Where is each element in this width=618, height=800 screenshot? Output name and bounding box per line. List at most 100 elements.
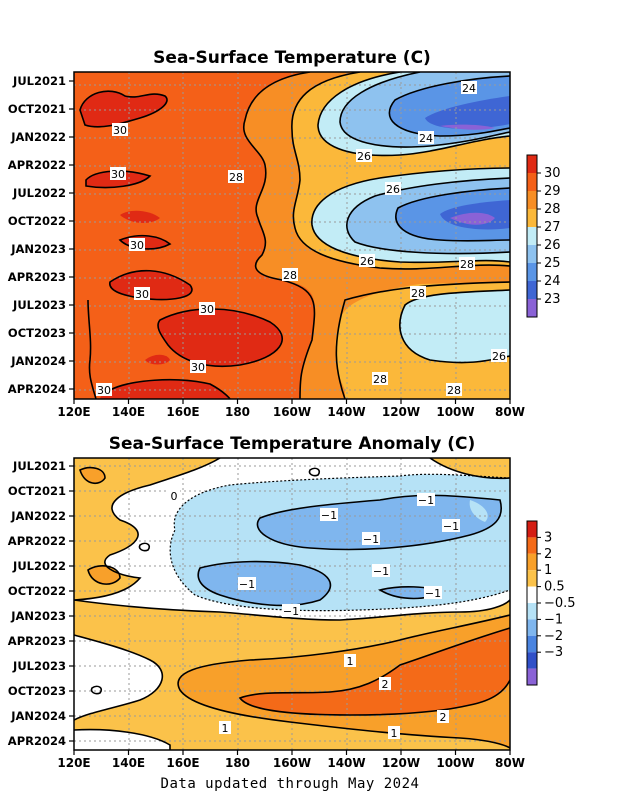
colorbar-swatch bbox=[527, 521, 537, 538]
region-neg1b bbox=[198, 561, 331, 606]
svg-text:−1: −1 bbox=[239, 578, 255, 591]
y-tick-label: JUL2021 bbox=[12, 459, 66, 473]
contour-label: 30 bbox=[110, 167, 126, 181]
y-axis-2: JUL2021 OCT2021 JAN2022 APR2022 JUL2022 OCT20… bbox=[8, 459, 74, 748]
y-axis-1: JUL2021 OCT2021 JAN2022 APR2022 JUL2022 OCT20… bbox=[8, 74, 74, 396]
region-lt23 bbox=[440, 124, 495, 130]
region-neg1 bbox=[257, 495, 502, 550]
y-tick-label: JAN2024 bbox=[10, 354, 66, 368]
svg-text:28: 28 bbox=[283, 269, 297, 282]
colorbar-swatch bbox=[527, 537, 537, 554]
svg-text:26: 26 bbox=[360, 255, 374, 268]
x-tick-label: 160E bbox=[166, 405, 199, 419]
svg-text:30: 30 bbox=[97, 384, 111, 397]
chart-title: Sea-Surface Temperature Anomaly (C) bbox=[109, 434, 476, 454]
svg-text:24: 24 bbox=[462, 82, 476, 95]
region-neg05b bbox=[469, 500, 488, 522]
y-tick-label: JAN2023 bbox=[10, 609, 66, 623]
contour-label: 30 bbox=[96, 383, 112, 397]
svg-text:28: 28 bbox=[447, 384, 461, 397]
colorbar-label: 23 bbox=[544, 292, 561, 307]
y-tick-label: OCT2022 bbox=[8, 584, 66, 598]
y-tick-label: OCT2022 bbox=[8, 214, 66, 228]
x-tick-label: 140E bbox=[112, 405, 145, 419]
colorbar-label: 1 bbox=[544, 563, 552, 578]
x-tick-label: 180 bbox=[225, 756, 250, 770]
colorbar-swatch bbox=[527, 652, 537, 669]
colorbar-label: 26 bbox=[544, 238, 561, 253]
contour-label: −1 bbox=[238, 577, 256, 591]
region-30 bbox=[80, 91, 168, 127]
region-lt23b bbox=[450, 212, 495, 225]
colorbar-frame bbox=[526, 154, 538, 318]
colorbar-label: 0.5 bbox=[544, 580, 565, 595]
colorbar-swatch bbox=[527, 155, 537, 173]
y-tick-label: APR2022 bbox=[8, 534, 66, 548]
contour-label: 28 bbox=[410, 286, 426, 300]
contour-label: 2 bbox=[379, 677, 391, 691]
svg-text:26: 26 bbox=[386, 183, 400, 196]
svg-text:24: 24 bbox=[419, 132, 433, 145]
svg-text:2: 2 bbox=[382, 678, 389, 691]
x-axis-1: 120E 140E 160E 180 160W 140W 120W 100W 80W bbox=[57, 399, 525, 419]
y-tick-label: JUL2021 bbox=[12, 74, 66, 88]
region-30f bbox=[157, 308, 283, 367]
svg-text:28: 28 bbox=[229, 171, 243, 184]
contour-label: 1 bbox=[388, 726, 400, 740]
contour-label: 0 bbox=[168, 489, 180, 503]
contour-label: 2 bbox=[437, 710, 449, 724]
svg-text:30: 30 bbox=[135, 288, 149, 301]
y-tick-label: APR2023 bbox=[8, 270, 66, 284]
contour-label: 30 bbox=[112, 123, 128, 137]
contour-label: −1 bbox=[417, 493, 435, 507]
contour-label: 1 bbox=[344, 654, 356, 668]
colorbar-label: 2 bbox=[544, 547, 552, 562]
region-30c bbox=[120, 210, 160, 224]
colorbar-swatch bbox=[527, 635, 537, 653]
x-tick-label: 140E bbox=[112, 756, 145, 770]
colorbar-swatch bbox=[527, 619, 537, 636]
region-pos-west bbox=[74, 458, 220, 600]
colorbar-label: 30 bbox=[544, 166, 561, 181]
x-tick-label: 140W bbox=[327, 756, 365, 770]
contour-label: 26 bbox=[356, 149, 372, 163]
svg-text:30: 30 bbox=[130, 239, 144, 252]
contour-label: −1 bbox=[442, 519, 460, 533]
y-tick-label: OCT2023 bbox=[8, 326, 66, 340]
svg-text:30: 30 bbox=[191, 361, 205, 374]
x-tick-label: 160E bbox=[166, 756, 199, 770]
svg-text:−1: −1 bbox=[443, 520, 459, 533]
colorbar-1: 30 29 28 27 26 25 24 23 bbox=[526, 154, 561, 318]
svg-text:−1: −1 bbox=[363, 533, 379, 546]
colorbar-swatch bbox=[527, 603, 537, 620]
svg-text:2: 2 bbox=[440, 711, 447, 724]
colorbar-label: 28 bbox=[544, 202, 561, 217]
region-23 bbox=[425, 96, 510, 129]
region-30h bbox=[145, 354, 170, 365]
contour-label: −1 bbox=[362, 532, 380, 546]
x-tick-label: 80W bbox=[495, 405, 525, 419]
svg-text:28: 28 bbox=[373, 373, 387, 386]
colorbar-label: 25 bbox=[544, 256, 561, 271]
contour-labels-1: 24 24 26 26 26 28 28 28 28 28 28 30 30 3… bbox=[96, 81, 507, 397]
contour-label: −1 bbox=[320, 508, 338, 522]
y-tick-label: OCT2021 bbox=[8, 102, 66, 116]
contour-label: 24 bbox=[461, 81, 477, 95]
x-tick-label: 120W bbox=[382, 756, 420, 770]
contour-label: 30 bbox=[190, 360, 206, 374]
contour-label: 30 bbox=[199, 302, 215, 316]
colorbar-swatch bbox=[527, 553, 537, 571]
colorbar-swatch bbox=[527, 173, 537, 191]
svg-text:26: 26 bbox=[357, 150, 371, 163]
contour-label: −1 bbox=[282, 604, 300, 618]
x-axis-2: 120E 140E 160E 180 160W 140W 120W 100W 80W bbox=[57, 750, 525, 770]
x-tick-label: 120E bbox=[57, 405, 90, 419]
contour-label: 30 bbox=[129, 238, 145, 252]
contour-labels-2: 0 −1 −1 −1 −1 −1 −1 −1 −1 1 1 1 2 2 bbox=[168, 489, 460, 740]
y-tick-label: JAN2022 bbox=[10, 509, 66, 523]
colorbar-label: 3 bbox=[544, 530, 552, 545]
region-27c bbox=[440, 148, 510, 167]
region-pos-ne bbox=[430, 458, 510, 479]
svg-text:−1: −1 bbox=[425, 587, 441, 600]
